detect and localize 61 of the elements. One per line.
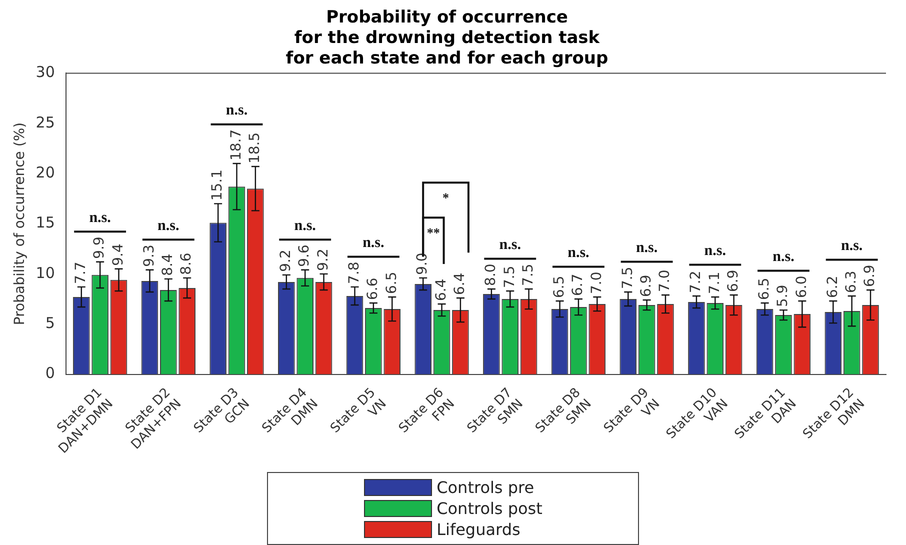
annotation: ** [426,225,440,240]
data-label: 7.7 [73,262,90,284]
data-label: 7.1 [706,272,723,294]
data-label: 9.2 [278,250,294,272]
annotation: n.s. [158,218,180,234]
data-label: 9.6 [296,244,313,267]
data-label: 8.0 [483,264,500,286]
data-label: 7.2 [688,270,704,293]
data-label: 7.5 [520,264,536,286]
data-label: 5.9 [775,284,792,308]
data-label: 6.4 [433,278,450,302]
data-label: 6.5 [756,278,772,300]
legend-label: Lifeguards [436,520,520,539]
annotation: * [442,190,450,206]
y-tick-label: 20 [36,163,55,182]
data-label: 6.3 [843,270,860,293]
data-label: 6.5 [551,276,568,298]
data-label: 7.0 [588,272,605,294]
data-label: 18.5 [247,132,264,164]
y-tick-label: 30 [36,63,55,82]
data-label: 6.9 [862,264,878,287]
data-label: 15.1 [210,169,226,201]
data-label: 6.9 [725,270,742,292]
legend-label: Controls pre [436,478,534,497]
annotation: n.s. [226,102,248,119]
data-label: 9.0 [414,252,431,275]
data-label: 6.9 [638,274,654,298]
y-tick-label: 10 [36,264,55,282]
data-label: 7.0 [657,270,674,292]
y-tick-label: 25 [36,113,55,132]
data-label: 6.4 [452,272,468,295]
data-label: 6.5 [384,272,400,294]
y-tick-label: 5 [45,314,55,332]
annotation: n.s. [499,237,522,254]
y-tick-label: 0 [45,364,55,382]
annotation: n.s. [89,210,112,226]
legend-label: Controls post [436,499,542,518]
data-label: 8.6 [178,252,195,275]
data-label: 9.9 [92,236,108,259]
data-label: 7.8 [346,262,362,284]
data-label: 6.7 [570,274,586,296]
data-label: 18.7 [228,129,244,161]
annotation: n.s. [840,238,863,254]
data-label: 9.2 [315,248,332,271]
y-axis-title: Probability of occurrence (%) [12,122,28,326]
chart-title: Probability of occurrence for the drowning detection task for each state and for each group [286,8,608,68]
y-tick-label: 15 [36,214,55,232]
annotation: n.s. [704,243,726,260]
data-label: 8.4 [160,254,176,276]
annotation: n.s. [294,218,316,234]
data-label: 7.5 [502,266,518,288]
data-label: 9.3 [141,244,158,267]
annotation: n.s. [772,249,795,266]
annotation: n.s. [568,245,590,262]
annotation: n.s. [636,240,658,256]
data-label: 6.2 [824,276,841,298]
data-label: 6.6 [365,278,382,300]
data-label: 7.5 [620,266,636,289]
data-label: 6.0 [794,276,810,298]
annotation: n.s. [362,235,385,252]
data-label: 9.4 [110,244,126,266]
